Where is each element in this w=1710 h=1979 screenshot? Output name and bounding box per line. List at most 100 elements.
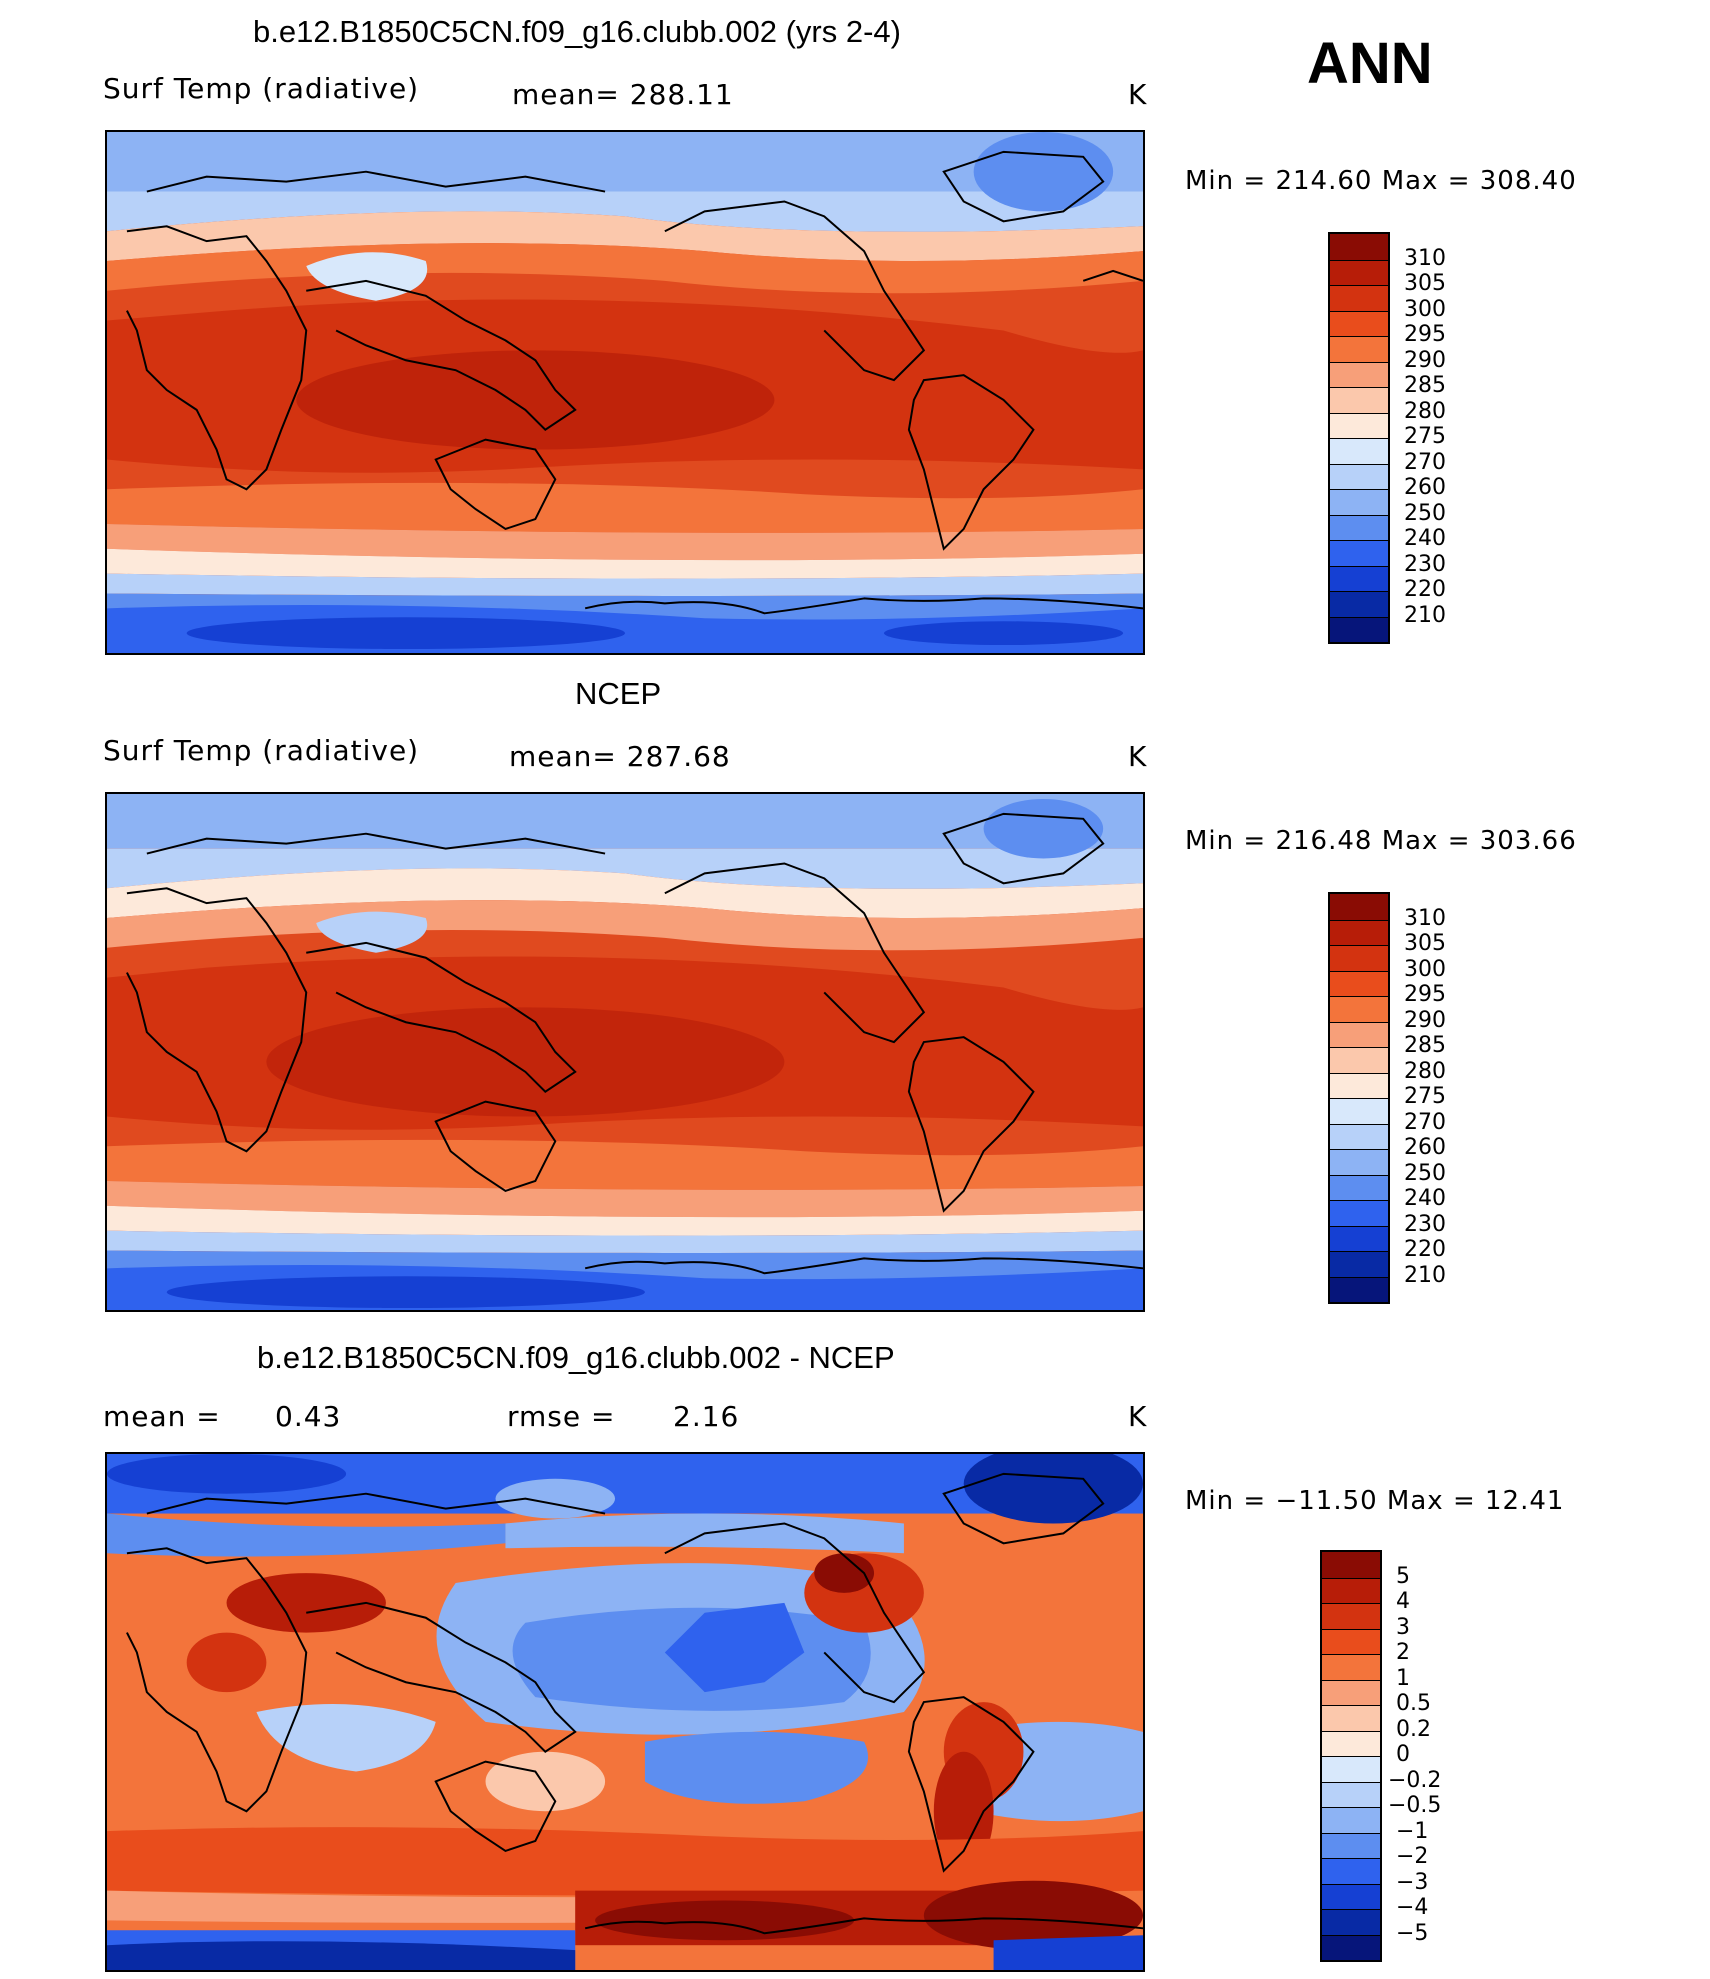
panel-3-colorbar-swatch <box>1322 1756 1380 1782</box>
panel-1-colorbar-tick-label: 285 <box>1404 373 1446 398</box>
panel-3-colorbar-tick-label: 5 <box>1396 1563 1410 1589</box>
panel-2-colorbar-tick-label: 300 <box>1404 956 1446 982</box>
panel-1-colorbar-swatch <box>1330 616 1388 642</box>
panel-1-colorbar-tick-label: 230 <box>1404 551 1446 577</box>
panel-1-colorbar-swatch <box>1330 310 1388 336</box>
panel-3-mean-label: mean = <box>103 1400 221 1433</box>
panel-1-colorbar-swatch <box>1330 234 1388 260</box>
panel-2-map-svg <box>107 794 1143 1310</box>
panel-2-min-max: Min = 216.48 Max = 303.66 <box>1185 826 1577 856</box>
panel-2-units: K <box>1128 740 1148 773</box>
panel-2-colorbar-swatch <box>1330 945 1388 971</box>
panel-1-colorbar-tick-label: 300 <box>1404 296 1446 322</box>
panel-2-colorbar-swatch <box>1330 1200 1388 1226</box>
panel-1-colorbar-tick-label: 250 <box>1404 500 1446 526</box>
panel-2-colorbar-swatch <box>1330 1251 1388 1277</box>
panel-3-colorbar-tick-label: 1 <box>1396 1665 1410 1691</box>
panel-2-colorbar-tick-label: 295 <box>1404 982 1446 1007</box>
panel-2-colorbar-swatch <box>1330 996 1388 1022</box>
panel-2-colorbar-swatch <box>1330 1225 1388 1251</box>
panel-1-colorbar-tick-label: 275 <box>1404 424 1446 449</box>
panel-2-colorbar-tick-label: 280 <box>1404 1058 1446 1084</box>
panel-3-colorbar-tick-label: −4 <box>1396 1895 1429 1920</box>
panel-3-rmse-label: rmse = <box>507 1400 616 1433</box>
panel-1-colorbar <box>1328 232 1390 644</box>
panel-1-colorbar-swatch <box>1330 540 1388 566</box>
panel-3-colorbar-tick-label: −1 <box>1396 1818 1429 1844</box>
panel-3-colorbar-swatch <box>1322 1628 1380 1654</box>
panel-2-colorbar-tick-label: 305 <box>1404 931 1446 956</box>
panel-3-units: K <box>1128 1400 1148 1433</box>
panel-1-colorbar-swatch <box>1330 285 1388 311</box>
panel-1-title: b.e12.B1850C5CN.f09_g16.clubb.002 (yrs 2… <box>253 14 901 49</box>
panel-3-colorbar-swatch <box>1322 1705 1380 1731</box>
panel-3-min-max: Min = −11.50 Max = 12.41 <box>1185 1486 1565 1516</box>
panel-3-colorbar-tick-label: 3 <box>1396 1614 1410 1640</box>
panel-3-title: b.e12.B1850C5CN.f09_g16.clubb.002 - NCEP <box>257 1340 895 1375</box>
panel-2-colorbar-swatch <box>1330 1047 1388 1073</box>
panel-2-colorbar-swatch <box>1330 1072 1388 1098</box>
panel-2-colorbar-tick-label: 290 <box>1404 1007 1446 1033</box>
panel-2-colorbar-tick-label: 240 <box>1404 1186 1446 1211</box>
panel-3-colorbar-tick-label: −5 <box>1396 1920 1429 1946</box>
panel-2-colorbar-swatch <box>1330 1098 1388 1124</box>
panel-2-colorbar-swatch <box>1330 1276 1388 1302</box>
panel-1-colorbar-swatch <box>1330 591 1388 617</box>
panel-1-colorbar-swatch <box>1330 361 1388 387</box>
panel-1-map <box>105 130 1145 655</box>
season-label: ANN <box>1307 31 1433 96</box>
panel-1-units: K <box>1128 78 1148 111</box>
panel-3-colorbar-tick-label: 0.5 <box>1396 1691 1431 1716</box>
panel-1-colorbar-swatch <box>1330 463 1388 489</box>
panel-1-colorbar-tick-label: 310 <box>1404 245 1446 271</box>
panel-2-colorbar-tick-label: 270 <box>1404 1109 1446 1135</box>
panel-2-colorbar <box>1328 892 1390 1304</box>
panel-3-colorbar-swatch <box>1322 1934 1380 1960</box>
panel-1-colorbar-tick-label: 295 <box>1404 322 1446 347</box>
panel-2-mean-label: mean= 287.68 <box>509 740 731 773</box>
panel-2-variable-label: Surf Temp (radiative) <box>103 734 420 767</box>
panel-3-colorbar-tick-label: −3 <box>1396 1869 1429 1895</box>
panel-2-colorbar-swatch <box>1330 1123 1388 1149</box>
panel-3-colorbar-swatch <box>1322 1781 1380 1807</box>
panel-3-map <box>105 1452 1145 1972</box>
panel-1-colorbar-tick-label: 210 <box>1404 602 1446 628</box>
panel-3-map-svg <box>107 1454 1143 1970</box>
panel-1-mean-label: mean= 288.11 <box>512 78 734 111</box>
panel-1-colorbar-swatch <box>1330 565 1388 591</box>
panel-2-colorbar-tick-label: 210 <box>1404 1262 1446 1288</box>
panel-3-colorbar-tick-label: −0.5 <box>1388 1793 1442 1818</box>
panel-3-colorbar-swatch <box>1322 1679 1380 1705</box>
panel-2-colorbar-tick-label: 220 <box>1404 1237 1446 1262</box>
panel-3-colorbar <box>1320 1550 1382 1962</box>
panel-2-colorbar-swatch <box>1330 1149 1388 1175</box>
panel-1-colorbar-swatch <box>1330 336 1388 362</box>
panel-1-colorbar-tick-label: 270 <box>1404 449 1446 475</box>
panel-2-colorbar-swatch <box>1330 894 1388 920</box>
panel-3-colorbar-tick-label: −2 <box>1396 1844 1429 1869</box>
panel-2-colorbar-tick-label: 285 <box>1404 1033 1446 1058</box>
panel-3-colorbar-swatch <box>1322 1807 1380 1833</box>
panel-3-colorbar-tick-label: 0 <box>1396 1742 1410 1767</box>
panel-1-colorbar-swatch <box>1330 259 1388 285</box>
panel-3-colorbar-swatch <box>1322 1552 1380 1578</box>
panel-1-colorbar-swatch <box>1330 438 1388 464</box>
panel-2-colorbar-swatch <box>1330 1021 1388 1047</box>
panel-2-colorbar-tick-label: 250 <box>1404 1160 1446 1186</box>
panel-2-colorbar-swatch <box>1330 1174 1388 1200</box>
panel-3-rmse-value: 2.16 <box>673 1400 740 1433</box>
panel-3-colorbar-swatch <box>1322 1858 1380 1884</box>
panel-2-colorbar-tick-label: 310 <box>1404 905 1446 931</box>
panel-2-colorbar-tick-label: 230 <box>1404 1211 1446 1237</box>
panel-3-colorbar-swatch <box>1322 1832 1380 1858</box>
panel-2-colorbar-swatch <box>1330 919 1388 945</box>
panel-1-colorbar-swatch <box>1330 489 1388 515</box>
panel-2-colorbar-tick-label: 275 <box>1404 1084 1446 1109</box>
panel-1-colorbar-swatch <box>1330 387 1388 413</box>
panel-3-colorbar-tick-label: 0.2 <box>1396 1716 1431 1742</box>
panel-1-colorbar-tick-label: 240 <box>1404 526 1446 551</box>
panel-3-colorbar-swatch <box>1322 1654 1380 1680</box>
panel-3-colorbar-swatch <box>1322 1603 1380 1629</box>
panel-3-colorbar-swatch <box>1322 1883 1380 1909</box>
panel-2-map <box>105 792 1145 1312</box>
